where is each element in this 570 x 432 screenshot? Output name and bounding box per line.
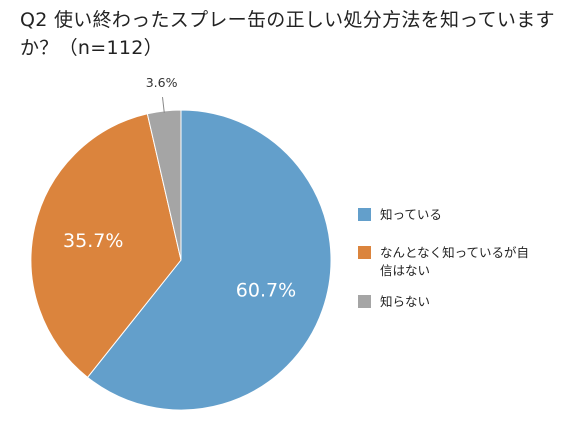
legend-swatch-unsure bbox=[358, 246, 371, 259]
legend-label-unsure: なんとなく知っているが自信はない bbox=[380, 245, 530, 278]
pie-slice-knows bbox=[86, 109, 332, 411]
legend-swatch-knows bbox=[358, 208, 371, 221]
data-label-unknown: 3.6% bbox=[146, 75, 178, 90]
legend-item-unknown: 知らない bbox=[358, 293, 545, 311]
pie-slice-unsure bbox=[30, 113, 182, 379]
legend-item-knows: 知っている bbox=[358, 206, 545, 224]
data-label-knows: 60.7% bbox=[236, 280, 296, 302]
legend-label-knows: 知っている bbox=[380, 207, 442, 222]
legend-swatch-unknown bbox=[358, 295, 371, 308]
chart-title: Q2 使い終わったスプレー缶の正しい処分方法を知っていますか？（n=112） bbox=[20, 9, 555, 59]
data-label-unsure: 35.7% bbox=[63, 230, 123, 252]
legend-item-unsure: なんとなく知っているが自信はない bbox=[358, 244, 530, 280]
leader-line-unknown bbox=[161, 96, 165, 114]
legend-label-unknown: 知らない bbox=[380, 294, 431, 309]
